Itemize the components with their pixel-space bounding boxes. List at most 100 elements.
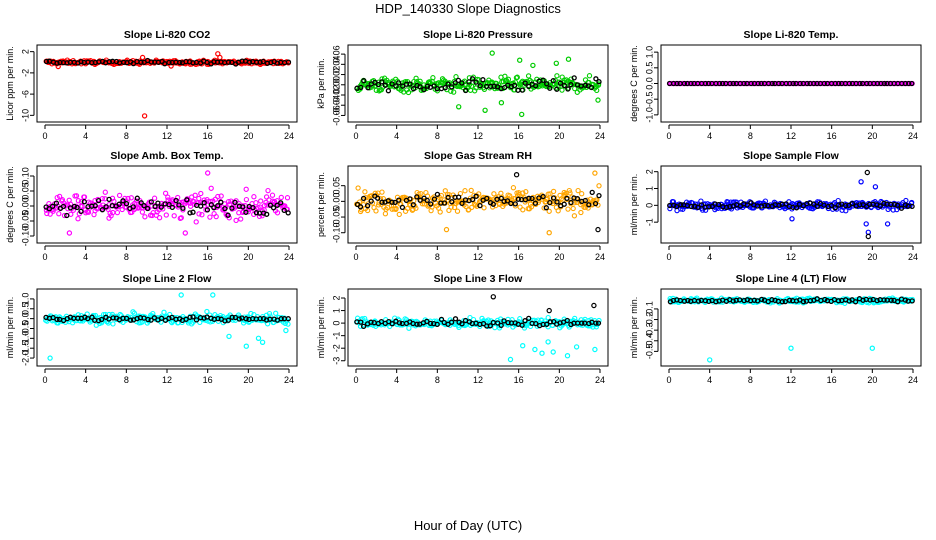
y-axis-label: kPa per min. [316,58,326,109]
x-axis: 0 4 8 12 16 20 24 [666,368,918,385]
outlier-point [507,356,514,363]
data-point [585,205,591,211]
data-point [888,297,894,303]
data-point [246,59,253,65]
data-point [102,189,108,195]
data-point [278,200,284,206]
data-point [43,58,50,65]
x-tick-label: 24 [908,131,918,141]
data-point [128,195,134,201]
data-point [378,87,385,93]
data-point [828,202,834,209]
y-axis: 1.00.50.0-0.5-1.0-1.5-2.0 [20,293,35,366]
data-point [727,80,733,87]
data-point [382,211,389,217]
data-point [568,82,574,88]
x-tick-label: 20 [867,375,877,385]
data-point [418,190,424,197]
data-point [445,81,451,87]
y-tick-label: -1.0 [644,107,654,123]
data-point [891,201,898,208]
data-point [257,204,263,210]
x-tick-label: 8 [435,131,440,141]
data-point [406,325,412,331]
data-point [867,297,873,303]
data-point [372,79,378,85]
data-point [877,203,883,209]
data-point [786,297,793,303]
x-tick-label: 4 [394,252,399,262]
x-tick-label: 8 [748,131,753,141]
data-point [253,210,260,216]
data-point [571,200,577,206]
plot-frame [347,288,609,367]
data-point [285,321,291,327]
y-tick-label: -2.0 [20,350,30,366]
data-point [71,203,78,210]
data-point [821,80,827,87]
data-point [236,316,242,322]
y-tick-label: 0.00 [331,76,341,94]
data-point [79,203,85,209]
data-point [238,216,244,222]
data-point [196,195,202,202]
data-point [178,215,184,221]
data-point [274,210,281,216]
data-point [793,205,800,211]
data-point [592,200,599,207]
data-point [285,59,292,65]
data-point [454,208,461,214]
data-point [215,193,221,200]
data-point [193,219,199,225]
data-point [498,322,504,329]
data-point [243,209,249,215]
data-point [500,78,507,85]
y-tick-label: 0.00 [331,193,341,211]
data-point [239,58,245,64]
data-point [270,205,277,211]
data-point [589,189,595,196]
data-point [758,80,764,87]
data-point [208,202,214,208]
outlier-point [243,343,249,349]
data-point [173,197,179,204]
data-point [98,316,105,323]
data-point [846,80,852,87]
data-point [716,201,722,208]
y-axis: 0.100.050.00-0.05-0.10 [20,167,35,246]
data-point [260,58,266,65]
data-point [705,80,712,87]
outlier-point [443,226,450,233]
data-point [529,195,535,202]
data-point [166,59,172,66]
data-point [285,210,291,216]
outlier-point [182,230,188,236]
data-point [273,310,279,316]
data-point [832,205,838,211]
data-point [550,188,557,195]
y-axis: 2 1 0 -1 -2 -3 [331,296,346,365]
data-point [835,197,841,204]
plot-frame [36,288,298,367]
data-point [431,83,437,89]
data-point [596,183,602,189]
data-point [572,315,578,322]
data-point [434,321,440,328]
y-tick-label: -0.5 [644,344,654,360]
y-tick-label: 0.05 [20,182,30,200]
x-tick-label: 8 [748,375,753,385]
data-point [130,204,136,210]
data-point [462,87,469,94]
panel-points [43,170,291,236]
data-point [162,190,169,196]
data-point [215,203,221,209]
data-point [463,203,469,210]
x-tick-label: 12 [786,375,796,385]
data-point [50,203,56,209]
data-point [574,196,581,202]
data-point [698,202,705,208]
data-point [441,200,448,206]
data-point [250,204,256,211]
data-point [169,204,175,211]
data-point [89,314,95,320]
